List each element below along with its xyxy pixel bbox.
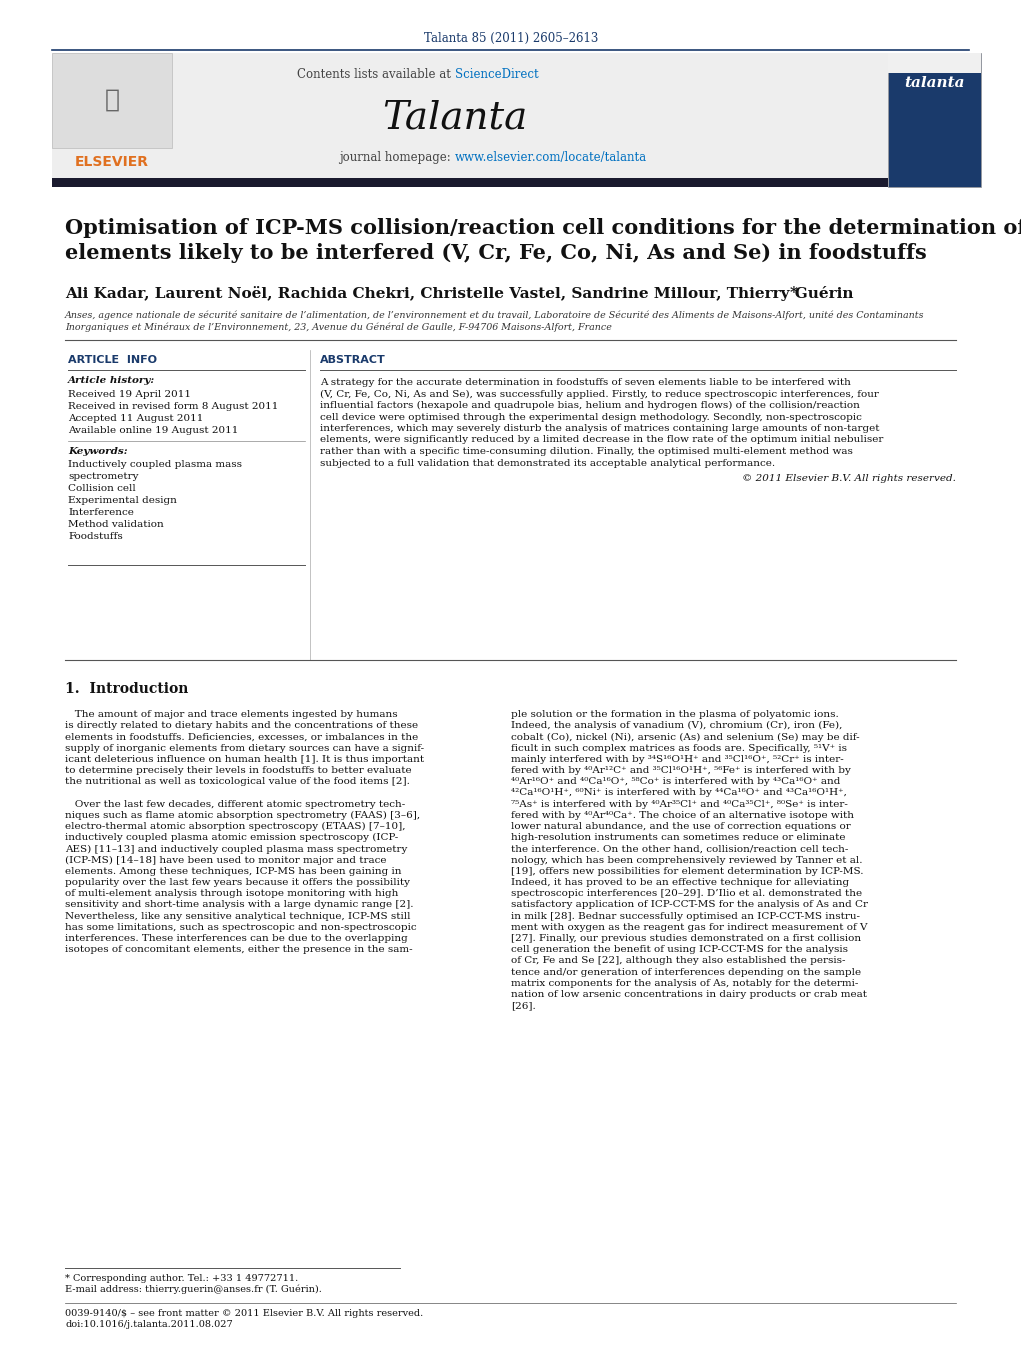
Text: spectrometry: spectrometry [68,471,139,481]
Text: isotopes of concomitant elements, either the presence in the sam-: isotopes of concomitant elements, either… [65,946,412,954]
Text: Accepted 11 August 2011: Accepted 11 August 2011 [68,413,203,423]
Text: Inductively coupled plasma mass: Inductively coupled plasma mass [68,459,242,469]
Text: Indeed, it has proved to be an effective technique for alleviating: Indeed, it has proved to be an effective… [510,878,849,888]
Text: doi:10.1016/j.talanta.2011.08.027: doi:10.1016/j.talanta.2011.08.027 [65,1320,233,1329]
Text: popularity over the last few years because it offers the possibility: popularity over the last few years becau… [65,878,410,888]
Text: Article history:: Article history: [68,376,155,385]
Text: ARTICLE  INFO: ARTICLE INFO [68,355,157,365]
Text: ficult in such complex matrices as foods are. Specifically, ⁵¹V⁺ is: ficult in such complex matrices as foods… [510,743,847,753]
Text: Received 19 April 2011: Received 19 April 2011 [68,390,191,399]
Text: tence and/or generation of interferences depending on the sample: tence and/or generation of interferences… [510,967,861,977]
Text: has some limitations, such as spectroscopic and non-spectroscopic: has some limitations, such as spectrosco… [65,923,417,932]
Bar [52,53,888,178]
Text: high-resolution instruments can sometimes reduce or eliminate: high-resolution instruments can sometime… [510,834,845,842]
Text: of multi-element analysis through isotope monitoring with high: of multi-element analysis through isotop… [65,889,398,898]
Text: ment with oxygen as the reagent gas for indirect measurement of V: ment with oxygen as the reagent gas for … [510,923,868,932]
Text: www.elsevier.com/locate/talanta: www.elsevier.com/locate/talanta [455,151,647,165]
Text: lower natural abundance, and the use of correction equations or: lower natural abundance, and the use of … [510,821,850,831]
Text: in milk [28]. Bednar successfully optimised an ICP-CCT-MS instru-: in milk [28]. Bednar successfully optimi… [510,912,860,920]
Text: ABSTRACT: ABSTRACT [320,355,386,365]
Text: Contents lists available at: Contents lists available at [297,69,455,81]
Text: Nevertheless, like any sensitive analytical technique, ICP-MS still: Nevertheless, like any sensitive analyti… [65,912,410,920]
Text: ELSEVIER: ELSEVIER [75,155,149,169]
Text: niques such as flame atomic absorption spectrometry (FAAS) [3–6],: niques such as flame atomic absorption s… [65,811,420,820]
Text: Anses, agence nationale de sécurité sanitaire de l’alimentation, de l’environnem: Anses, agence nationale de sécurité sani… [65,311,924,320]
Text: AES) [11–13] and inductively coupled plasma mass spectrometry: AES) [11–13] and inductively coupled pla… [65,844,407,854]
Text: elements, were significantly reduced by a limited decrease in the flow rate of t: elements, were significantly reduced by … [320,435,883,444]
Text: cell device were optimised through the experimental design methodology. Secondly: cell device were optimised through the e… [320,412,862,422]
Text: A strategy for the accurate determination in foodstuffs of seven elements liable: A strategy for the accurate determinatio… [320,378,850,386]
Text: spectroscopic interferences [20–29]. D’Ilio et al. demonstrated the: spectroscopic interferences [20–29]. D’I… [510,889,862,898]
Text: is directly related to dietary habits and the concentrations of these: is directly related to dietary habits an… [65,721,419,730]
Text: ple solution or the formation in the plasma of polyatomic ions.: ple solution or the formation in the pla… [510,711,838,719]
Bar [52,53,172,149]
Text: elements likely to be interfered (V, Cr, Fe, Co, Ni, As and Se) in foodstuffs: elements likely to be interfered (V, Cr,… [65,243,927,263]
Text: electro-thermal atomic absorption spectroscopy (ETAAS) [7–10],: electro-thermal atomic absorption spectr… [65,821,405,831]
Text: 1.  Introduction: 1. Introduction [65,682,189,696]
Text: icant deleterious influence on human health [1]. It is thus important: icant deleterious influence on human hea… [65,755,424,763]
Text: rather than with a specific time-consuming dilution. Finally, the optimised mult: rather than with a specific time-consumi… [320,447,853,457]
Text: Received in revised form 8 August 2011: Received in revised form 8 August 2011 [68,403,279,411]
Text: Foodstuffs: Foodstuffs [68,532,123,540]
Text: sensitivity and short-time analysis with a large dynamic range [2].: sensitivity and short-time analysis with… [65,900,414,909]
Text: Inorganiques et Minéraux de l’Environnement, 23, Avenue du Général de Gaulle, F-: Inorganiques et Minéraux de l’Environnem… [65,323,612,332]
Text: ⁷⁵As⁺ is interfered with by ⁴⁰Ar³⁵Cl⁺ and ⁴⁰Ca³⁵Cl⁺, ⁸⁰Se⁺ is inter-: ⁷⁵As⁺ is interfered with by ⁴⁰Ar³⁵Cl⁺ an… [510,800,847,809]
Text: Ali Kadar, Laurent Noël, Rachida Chekri, Christelle Vastel, Sandrine Millour, Th: Ali Kadar, Laurent Noël, Rachida Chekri,… [65,286,854,301]
Text: cell generation the benefit of using ICP-CCT-MS for the analysis: cell generation the benefit of using ICP… [510,946,848,954]
Text: elements in foodstuffs. Deficiencies, excesses, or imbalances in the: elements in foodstuffs. Deficiencies, ex… [65,732,419,742]
Text: Experimental design: Experimental design [68,496,177,505]
Text: the interference. On the other hand, collision/reaction cell tech-: the interference. On the other hand, col… [510,844,848,854]
Text: Over the last few decades, different atomic spectrometry tech-: Over the last few decades, different ato… [65,800,405,809]
Text: fered with by ⁴⁰Ar¹²C⁺ and ³⁵Cl¹⁶O¹H⁺, ⁵⁶Fe⁺ is interfered with by: fered with by ⁴⁰Ar¹²C⁺ and ³⁵Cl¹⁶O¹H⁺, ⁵… [510,766,850,775]
Text: Method validation: Method validation [68,520,163,530]
Text: supply of inorganic elements from dietary sources can have a signif-: supply of inorganic elements from dietar… [65,743,424,753]
Text: subjected to a full validation that demonstrated its acceptable analytical perfo: subjected to a full validation that demo… [320,458,775,467]
Text: (V, Cr, Fe, Co, Ni, As and Se), was successfully applied. Firstly, to reduce spe: (V, Cr, Fe, Co, Ni, As and Se), was succ… [320,389,879,399]
Text: ⁴²Ca¹⁶O¹H⁺, ⁶⁰Ni⁺ is interfered with by ⁴⁴Ca¹⁶O⁺ and ⁴³Ca¹⁶O¹H⁺,: ⁴²Ca¹⁶O¹H⁺, ⁶⁰Ni⁺ is interfered with by … [510,789,846,797]
Text: Optimisation of ICP-MS collision/reaction cell conditions for the determination : Optimisation of ICP-MS collision/reactio… [65,218,1021,238]
Text: [19], offers new possibilities for element determination by ICP-MS.: [19], offers new possibilities for eleme… [510,867,864,875]
Text: elements. Among these techniques, ICP-MS has been gaining in: elements. Among these techniques, ICP-MS… [65,867,401,875]
Text: (ICP-MS) [14–18] have been used to monitor major and trace: (ICP-MS) [14–18] have been used to monit… [65,855,387,865]
Text: © 2011 Elsevier B.V. All rights reserved.: © 2011 Elsevier B.V. All rights reserved… [742,474,956,484]
Text: to determine precisely their levels in foodstuffs to better evaluate: to determine precisely their levels in f… [65,766,411,775]
Text: influential factors (hexapole and quadrupole bias, helium and hydrogen flows) of: influential factors (hexapole and quadru… [320,401,860,411]
Text: talanta: talanta [904,76,964,91]
Text: interferences, which may severely disturb the analysis of matrices containing la: interferences, which may severely distur… [320,424,879,434]
Text: nation of low arsenic concentrations in dairy products or crab meat: nation of low arsenic concentrations in … [510,990,867,998]
Bar [888,53,981,73]
Text: *: * [790,286,797,300]
Text: interferences. These interferences can be due to the overlapping: interferences. These interferences can b… [65,934,407,943]
Text: 0039-9140/$ – see front matter © 2011 Elsevier B.V. All rights reserved.: 0039-9140/$ – see front matter © 2011 El… [65,1309,424,1319]
Text: the nutritional as well as toxicological value of the food items [2].: the nutritional as well as toxicological… [65,777,409,786]
Text: The amount of major and trace elements ingested by humans: The amount of major and trace elements i… [65,711,397,719]
Text: Collision cell: Collision cell [68,484,136,493]
Text: Interference: Interference [68,508,134,517]
Text: Indeed, the analysis of vanadium (V), chromium (Cr), iron (Fe),: Indeed, the analysis of vanadium (V), ch… [510,721,842,731]
Text: journal homepage:: journal homepage: [340,151,455,165]
Text: matrix components for the analysis of As, notably for the determi-: matrix components for the analysis of As… [510,979,859,988]
Bar [52,178,888,186]
Text: ⁴⁰Ar¹⁶O⁺ and ⁴⁰Ca¹⁶O⁺, ⁵⁸Co⁺ is interfered with by ⁴³Ca¹⁶O⁺ and: ⁴⁰Ar¹⁶O⁺ and ⁴⁰Ca¹⁶O⁺, ⁵⁸Co⁺ is interfer… [510,777,840,786]
Text: mainly interfered with by ³⁴S¹⁶O¹H⁺ and ³⁵Cl¹⁶O⁺, ⁵²Cr⁺ is inter-: mainly interfered with by ³⁴S¹⁶O¹H⁺ and … [510,755,843,763]
Text: [26].: [26]. [510,1001,536,1011]
Text: Talanta 85 (2011) 2605–2613: Talanta 85 (2011) 2605–2613 [424,31,598,45]
Text: 🌳: 🌳 [104,88,119,112]
Text: ScienceDirect: ScienceDirect [455,69,539,81]
Text: of Cr, Fe and Se [22], although they also established the persis-: of Cr, Fe and Se [22], although they als… [510,957,845,966]
Bar [888,53,981,186]
Text: Talanta: Talanta [383,100,528,136]
Text: * Corresponding author. Tel.: +33 1 49772711.: * Corresponding author. Tel.: +33 1 4977… [65,1274,298,1283]
Text: fered with by ⁴⁰Ar⁴⁰Ca⁺. The choice of an alternative isotope with: fered with by ⁴⁰Ar⁴⁰Ca⁺. The choice of a… [510,811,854,820]
Text: nology, which has been comprehensively reviewed by Tanner et al.: nology, which has been comprehensively r… [510,855,863,865]
Text: [27]. Finally, our previous studies demonstrated on a first collision: [27]. Finally, our previous studies demo… [510,934,861,943]
Text: Available online 19 August 2011: Available online 19 August 2011 [68,426,238,435]
Text: cobalt (Co), nickel (Ni), arsenic (As) and selenium (Se) may be dif-: cobalt (Co), nickel (Ni), arsenic (As) a… [510,732,860,742]
Text: satisfactory application of ICP-CCT-MS for the analysis of As and Cr: satisfactory application of ICP-CCT-MS f… [510,900,868,909]
Text: E-mail address: thierry.guerin@anses.fr (T. Guérin).: E-mail address: thierry.guerin@anses.fr … [65,1285,322,1294]
Text: inductively coupled plasma atomic emission spectroscopy (ICP-: inductively coupled plasma atomic emissi… [65,834,398,842]
Text: Keywords:: Keywords: [68,447,128,457]
